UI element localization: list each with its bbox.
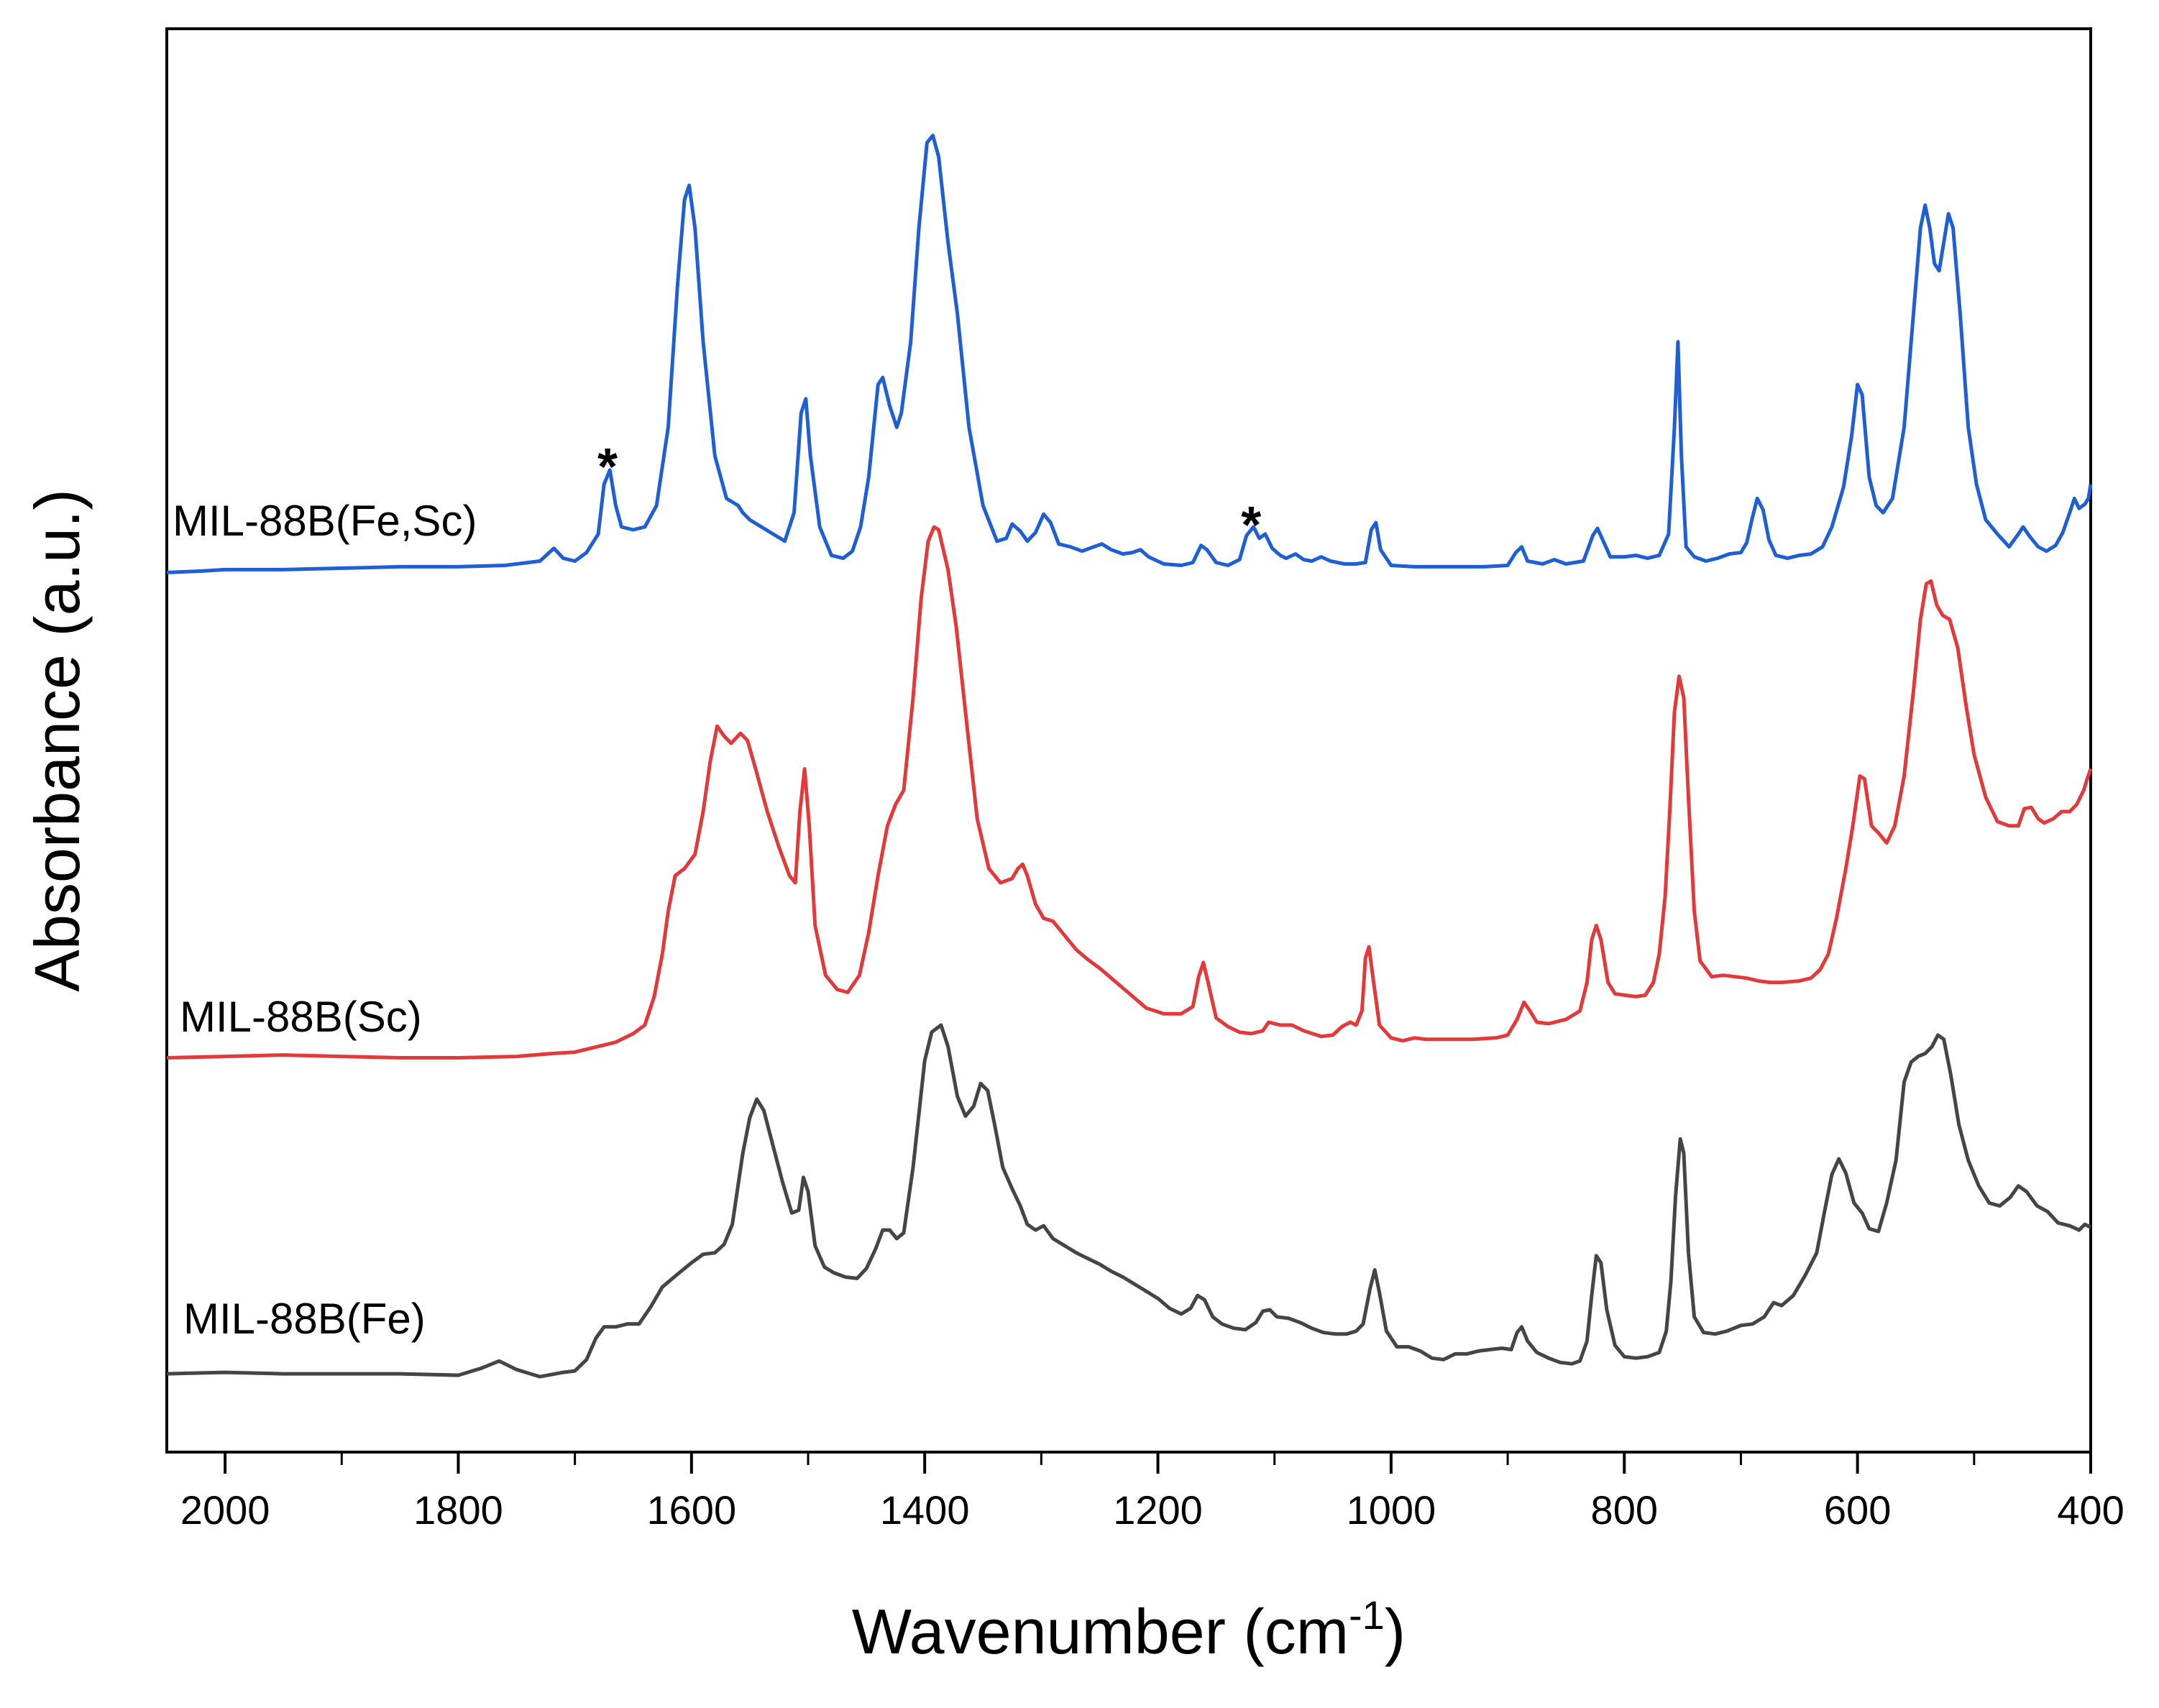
x-tick-label: 1200 [1113, 1487, 1203, 1533]
series-line-mil-88b-sc [166, 525, 2093, 1060]
x-tick-label: 1800 [413, 1487, 503, 1533]
x-tick-label: 600 [1824, 1487, 1891, 1533]
asterisk-annotation: * [597, 439, 618, 496]
x-tick-label: 1400 [880, 1487, 970, 1533]
x-tick-label: 1600 [647, 1487, 737, 1533]
x-tick-label: 400 [2057, 1487, 2124, 1533]
x-axis-ticks: 2000 1800 1600 1400 1200 1000 800 600 400 [180, 1452, 2124, 1533]
peak-annotations: * * [597, 439, 1261, 554]
y-axis-title: Absorbance (a.u.) [22, 489, 93, 992]
x-tick-label: 800 [1591, 1487, 1658, 1533]
series-label-fe-sc: MIL-88B(Fe,Sc) [173, 497, 477, 545]
series-line-mil-88b-fe [166, 1023, 2092, 1379]
x-axis-title-main: Wavenumber (cm [852, 1596, 1349, 1667]
x-tick-label: 1000 [1347, 1487, 1436, 1533]
series-line-mil-88b-fe-sc [166, 134, 2093, 574]
x-axis-title: Wavenumber (cm-1) [852, 1592, 1406, 1667]
x-axis-title-superscript: -1 [1349, 1592, 1385, 1638]
series-labels: MIL-88B(Fe,Sc) MIL-88B(Sc) MIL-88B(Fe) [173, 497, 477, 1343]
x-tick-label: 2000 [180, 1487, 270, 1533]
plot-frame [165, 27, 2092, 1454]
asterisk-annotation: * [1241, 497, 1261, 554]
series-label-sc: MIL-88B(Sc) [180, 993, 422, 1041]
series-layer [166, 134, 2093, 1379]
x-axis-title-close: ) [1385, 1596, 1406, 1667]
series-label-fe: MIL-88B(Fe) [183, 1295, 426, 1343]
